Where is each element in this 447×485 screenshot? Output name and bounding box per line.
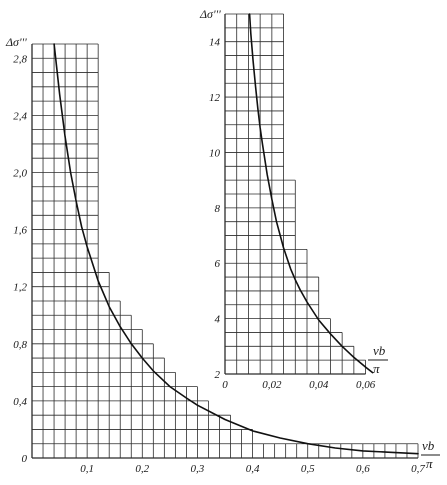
left-chart-y-ticks: 0 0,4 0,8 1,2 1,6 2,0 2,4 2,8 bbox=[13, 53, 27, 465]
left-chart-x-tick-label: 0,4 bbox=[246, 463, 260, 475]
right-chart-y-tick-label: 4 bbox=[215, 314, 221, 326]
left-chart-x-tick-label: 0,3 bbox=[191, 463, 205, 475]
right-chart-x-tick-label: 0,04 bbox=[309, 379, 329, 391]
right-chart-x-tick-label: 0 bbox=[222, 379, 228, 391]
right-chart-curve-group bbox=[248, 13, 374, 374]
left-chart-y-tick-label: 2,0 bbox=[13, 167, 27, 179]
left-chart-x-tick-label: 0,1 bbox=[80, 463, 94, 475]
right-chart-x-axis-label: νb π bbox=[368, 343, 388, 376]
left-chart-y-tick-label: 0 bbox=[22, 453, 28, 465]
left-chart-x-tick-label: 0,7 bbox=[411, 463, 425, 475]
right-chart-x-tick-label: 0,02 bbox=[262, 379, 282, 391]
left-chart-y-tick-label: 2,8 bbox=[13, 53, 27, 65]
left-chart-curve-group bbox=[53, 43, 419, 455]
right-chart-y-tick-label: 12 bbox=[209, 92, 221, 104]
left-chart-y-tick-label: 1,6 bbox=[13, 225, 27, 237]
right-chart-y-tick-label: 8 bbox=[215, 203, 221, 215]
right-chart-x-axis-label-numerator: νb bbox=[373, 343, 386, 358]
left-chart-x-axis-label-numerator: νb bbox=[422, 438, 435, 453]
right-chart-x-axis-label-denominator: π bbox=[373, 361, 380, 376]
left-chart: 0,1 0,2 0,3 0,4 0,5 0,6 0,7 0 0,4 0,8 1,2 1,6 2,0 2,… bbox=[5, 35, 440, 475]
right-chart-y-ticks: 2 4 6 8 10 12 14 bbox=[209, 37, 221, 381]
left-chart-x-ticks: 0,1 0,2 0,3 0,4 0,5 0,6 0,7 bbox=[80, 463, 425, 475]
right-chart-curve bbox=[248, 13, 374, 374]
right-chart-y-tick-label: 6 bbox=[215, 258, 221, 270]
right-chart-y-tick-label: 2 bbox=[215, 369, 221, 381]
left-chart-y-tick-label: 0,8 bbox=[13, 339, 27, 351]
right-chart-x-tick-label: 0,06 bbox=[356, 379, 376, 391]
right-chart: 0 0,02 0,04 0,06 2 4 6 8 10 12 14 Δσ''' νb π bbox=[199, 7, 388, 391]
left-chart-x-tick-label: 0,5 bbox=[301, 463, 315, 475]
left-chart-x-tick-label: 0,6 bbox=[356, 463, 370, 475]
left-chart-x-axis-label: νb π bbox=[421, 438, 440, 471]
right-chart-grid bbox=[224, 13, 366, 375]
left-chart-curve bbox=[53, 43, 419, 455]
left-chart-y-tick-label: 2,4 bbox=[13, 110, 27, 122]
left-chart-y-tick-label: 1,2 bbox=[13, 282, 27, 294]
left-chart-y-tick-label: 0,4 bbox=[13, 396, 27, 408]
left-chart-x-tick-label: 0,2 bbox=[135, 463, 149, 475]
right-chart-y-tick-label: 10 bbox=[209, 147, 221, 159]
left-chart-y-axis-label: Δσ''' bbox=[5, 35, 27, 49]
left-chart-x-axis-label-denominator: π bbox=[426, 456, 433, 471]
right-chart-y-axis-label: Δσ''' bbox=[199, 7, 221, 21]
right-chart-x-ticks: 0 0,02 0,04 0,06 bbox=[222, 379, 375, 391]
right-chart-y-tick-label: 14 bbox=[209, 37, 221, 49]
